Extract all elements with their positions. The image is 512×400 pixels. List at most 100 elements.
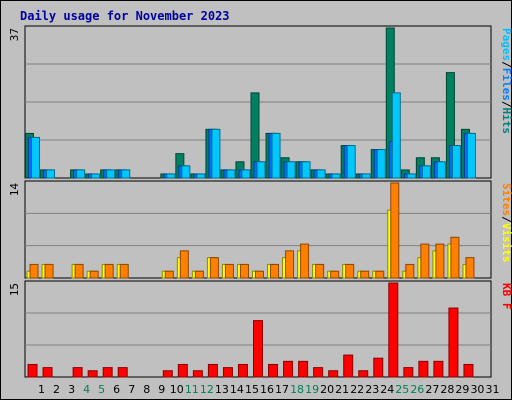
panel-middle-legend: Sites/Visits [500, 183, 512, 263]
bar-pages-day-13 [211, 128, 221, 179]
bar-kb-day-11 [177, 363, 188, 378]
bar-pages-day-28 [436, 161, 446, 179]
panel-middle-max-label: 14 [8, 183, 21, 197]
x-tick-label: 18 [290, 383, 304, 396]
bar-kb-day-19 [298, 360, 309, 378]
bar-pages-day-11 [181, 165, 191, 179]
bar-pages-day-20 [316, 169, 326, 179]
bar-pages-day-21 [331, 173, 341, 179]
x-tick-label: 16 [260, 383, 274, 396]
bar-sites-day-16 [255, 270, 264, 279]
bar-sites-day-23 [360, 270, 370, 279]
bar-pages-day-19 [301, 161, 311, 179]
bar-sites-day-21 [330, 270, 340, 279]
x-tick-label: 26 [410, 383, 424, 396]
bar-sites-day-22 [345, 263, 355, 279]
bar-kb-day-14 [222, 367, 233, 378]
bar-sites-day-29 [450, 236, 460, 279]
x-tick-label: 13 [215, 383, 229, 396]
legend-entry-0: Pages [500, 28, 512, 61]
bar-pages-day-23 [361, 173, 371, 179]
panel-top-legend: Pages/Files/Hits [500, 28, 512, 134]
bar-kb-day-16 [253, 320, 263, 378]
bar-sites-day-10 [164, 270, 174, 279]
x-tick-label: 27 [425, 383, 439, 396]
x-tick-label: 5 [98, 383, 105, 396]
bar-sites-day-14 [224, 263, 234, 279]
bar-pages-day-7 [121, 169, 131, 179]
x-tick-label: 15 [245, 383, 259, 396]
bar-kb-day-6 [102, 367, 113, 378]
bar-pages-day-16 [256, 161, 266, 179]
bar-pages-day-29 [451, 145, 461, 179]
bar-sites-day-13 [209, 257, 219, 279]
bar-pages-day-5 [91, 173, 101, 179]
bar-sites-day-6 [104, 263, 114, 279]
bar-pages-day-26 [406, 173, 416, 179]
bar-kb-day-1 [27, 363, 38, 378]
legend-entry-3: / [500, 101, 512, 108]
bar-pages-day-22 [346, 145, 356, 179]
bar-kb-day-22 [343, 354, 354, 378]
panel-top-max-label: 37 [8, 28, 21, 41]
bar-sites-day-2 [44, 263, 54, 279]
bar-kb-day-17 [268, 363, 279, 378]
bar-sites-day-4 [74, 263, 84, 279]
bar-sites-day-15 [239, 263, 249, 279]
bar-sites-day-1 [29, 263, 39, 279]
bar-kb-day-15 [237, 363, 248, 378]
bar-kb-day-7 [117, 367, 128, 378]
bar-sites-day-18 [285, 250, 295, 279]
bar-sites-day-19 [300, 243, 310, 279]
bar-kb-day-12 [192, 370, 203, 378]
bar-sites-day-5 [89, 270, 99, 279]
bar-sites-day-12 [194, 270, 204, 279]
bar-pages-day-4 [76, 169, 86, 179]
legend-entry-4: Hits [500, 108, 512, 135]
x-tick-label: 23 [365, 383, 379, 396]
panel-bottom-legend: KB F [500, 283, 512, 310]
x-tick-label: 10 [170, 383, 184, 396]
x-tick-label: 17 [275, 383, 289, 396]
x-tick-label: 21 [335, 383, 349, 396]
x-tick-label: 14 [230, 383, 244, 396]
x-tick-label: 25 [395, 383, 409, 396]
x-tick-label: 28 [440, 383, 454, 396]
chart-title: Daily usage for November 2023 [20, 9, 230, 23]
x-tick-label: 3 [68, 383, 75, 396]
bar-kb-day-24 [373, 357, 384, 378]
x-tick-label: 1 [38, 383, 45, 396]
bar-pages-day-17 [271, 132, 281, 179]
bar-kb-day-25 [388, 282, 399, 378]
bar-pages-day-1 [31, 136, 41, 179]
x-tick-label: 9 [158, 383, 165, 396]
bar-sites-day-7 [119, 263, 129, 279]
bar-sites-day-28 [435, 243, 445, 279]
panel-middle-area [24, 180, 492, 279]
x-tick-label: 31 [485, 383, 499, 396]
bar-pages-day-12 [196, 173, 206, 179]
bar-pages-day-2 [46, 169, 56, 179]
x-tick-label: 8 [143, 383, 150, 396]
x-tick-label: 4 [83, 383, 90, 396]
bar-sites-day-11 [179, 250, 189, 279]
bar-pages-day-27 [421, 165, 431, 179]
bar-pages-day-25 [391, 92, 401, 179]
bar-pages-day-18 [286, 161, 296, 179]
x-tick-label: 12 [200, 383, 214, 396]
bar-kb-day-20 [313, 367, 324, 378]
bar-kb-day-23 [358, 370, 369, 378]
bar-pages-day-14 [226, 169, 236, 179]
x-tick-label: 6 [113, 383, 120, 396]
bar-kb-day-18 [283, 360, 294, 378]
bar-kb-day-30 [463, 363, 474, 378]
bar-kb-day-13 [207, 363, 218, 378]
bar-sites-day-20 [315, 263, 325, 279]
bar-kb-day-21 [328, 370, 339, 378]
legend-entry-0: KB F [500, 283, 512, 310]
x-tick-label: 20 [320, 383, 334, 396]
bar-pages-day-24 [376, 149, 386, 179]
x-tick-label: 2 [53, 383, 60, 396]
panel-bottom-max-label: 15 [8, 283, 21, 296]
bar-sites-day-24 [375, 270, 385, 279]
